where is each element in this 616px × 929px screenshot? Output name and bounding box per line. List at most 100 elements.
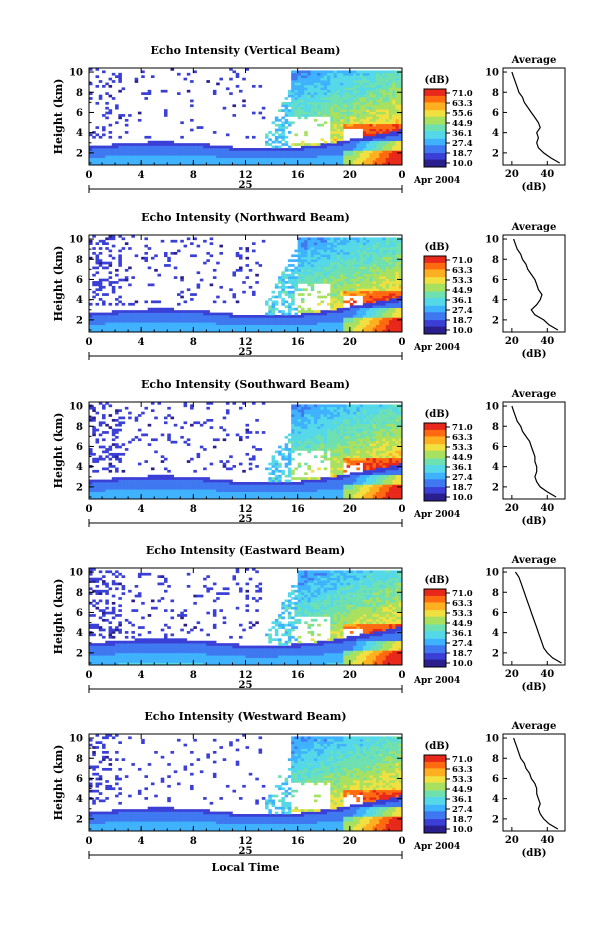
heatmap-cell (173, 148, 178, 151)
heatmap-cell (274, 465, 279, 468)
heatmap-cell (395, 138, 400, 142)
heatmap-cell (144, 148, 148, 151)
heatmap-cell (281, 143, 285, 146)
heatmap-cell (163, 467, 168, 471)
heatmap-cell (379, 298, 383, 301)
heatmap-cell (317, 150, 321, 154)
heatmap-cell (395, 264, 400, 267)
x-tick-label: 20 (343, 170, 357, 181)
heatmap-cell (124, 155, 129, 159)
heatmap-cell (346, 242, 351, 245)
heatmap-cell (349, 281, 354, 284)
heatmap-cell (160, 329, 165, 333)
heatmap-cell (304, 251, 308, 255)
heatmap-cell (248, 148, 253, 151)
heatmap-cell (372, 307, 377, 311)
heatmap-cell (320, 82, 325, 86)
heatmap-cell (291, 283, 295, 287)
heatmap-cell (333, 70, 338, 74)
heatmap-cell (177, 322, 181, 326)
heatmap-cell (330, 140, 334, 144)
heatmap-cell (238, 268, 243, 272)
heatmap-cell (333, 104, 338, 108)
heatmap-cell (284, 273, 289, 277)
heatmap-cell (379, 247, 383, 250)
heatmap-cell (346, 150, 351, 154)
heatmap-cell (252, 329, 256, 333)
heatmap-cell (333, 123, 338, 127)
heatmap-cell (92, 327, 96, 330)
heatmap-cell (281, 310, 285, 313)
heatmap-cell (294, 148, 298, 151)
heatmap-cell (291, 329, 295, 333)
heatmap-cell (252, 135, 256, 139)
heatmap-cell (167, 494, 171, 497)
heatmap-cell (183, 327, 188, 330)
heatmap-cell (372, 138, 377, 142)
heatmap-cell (124, 148, 129, 151)
heatmap-cell (375, 160, 380, 163)
heatmap-cell (379, 329, 383, 333)
heatmap-cell (167, 322, 171, 326)
heatmap-cell (379, 140, 383, 144)
heatmap-cell (154, 312, 158, 316)
heatmap-cell (199, 445, 204, 449)
heatmap-cell (392, 305, 396, 309)
heatmap-cell (284, 484, 289, 488)
heatmap-cell (124, 157, 129, 161)
heatmap-cell (356, 290, 360, 294)
heatmap-cell (180, 486, 184, 490)
heatmap-cell (141, 75, 145, 78)
heatmap-cell (209, 327, 214, 330)
heatmap-cell (147, 477, 152, 480)
heatmap-cell (105, 111, 109, 115)
heatmap-cell (255, 281, 259, 284)
heatmap-cell (346, 118, 351, 122)
heatmap-cell (379, 261, 383, 265)
heatmap-cell (340, 150, 344, 154)
heatmap-cell (297, 89, 302, 93)
heatmap-cell (209, 157, 214, 161)
heatmap-cell (330, 72, 334, 76)
heatmap-cell (297, 70, 302, 74)
heatmap-cell (307, 293, 312, 296)
heatmap-cell (362, 111, 367, 115)
heatmap-cell (183, 300, 188, 304)
heatmap-cell (131, 477, 135, 480)
heatmap-cell (340, 290, 344, 294)
heatmap-cell (375, 276, 380, 279)
heatmap-cell (128, 317, 132, 321)
heatmap-cell (209, 317, 214, 321)
heatmap-cell (118, 162, 122, 166)
heatmap-cell (336, 150, 341, 154)
heatmap-cell (330, 312, 334, 316)
heatmap-cell (372, 70, 377, 74)
heatmap-cell (177, 312, 181, 316)
heatmap-cell (242, 150, 246, 154)
heatmap-cell (199, 327, 204, 330)
heatmap-cell (222, 491, 227, 495)
heatmap-cell (271, 462, 276, 466)
heatmap-cell (167, 491, 171, 495)
heatmap-cell (323, 77, 328, 81)
heatmap-cell (252, 484, 256, 488)
heatmap-cell (382, 135, 386, 139)
heatmap-cell (294, 319, 298, 323)
heatmap-cell (375, 239, 380, 243)
x-tick-label: 8 (190, 337, 197, 348)
heatmap-cell (167, 469, 171, 473)
heatmap-cell (313, 315, 318, 318)
heatmap-cell (193, 293, 197, 296)
heatmap-cell (392, 327, 396, 330)
heatmap-cell (235, 482, 240, 485)
heatmap-cell (144, 496, 148, 500)
heatmap-cell (115, 268, 119, 272)
heatmap-cell (307, 319, 312, 323)
heatmap-cell (242, 491, 246, 495)
heatmap-cell (232, 271, 237, 275)
heatmap-cell (313, 319, 318, 323)
heatmap-cell (388, 302, 393, 306)
heatmap-cell (336, 249, 341, 253)
heatmap-cell (98, 259, 103, 262)
heatmap-cell (291, 162, 295, 166)
